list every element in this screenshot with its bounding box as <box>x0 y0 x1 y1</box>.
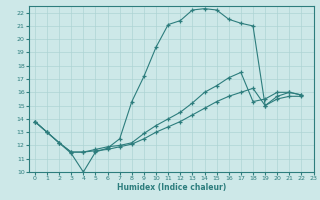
X-axis label: Humidex (Indice chaleur): Humidex (Indice chaleur) <box>116 183 226 192</box>
